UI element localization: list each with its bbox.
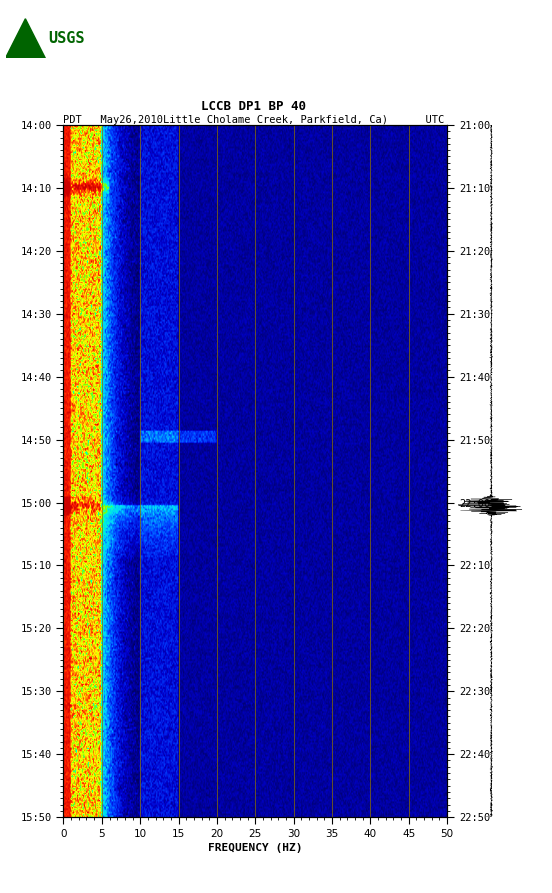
Text: LCCB DP1 BP 40: LCCB DP1 BP 40: [201, 99, 306, 113]
Polygon shape: [6, 19, 45, 58]
Text: PDT   May26,2010Little Cholame Creek, Parkfield, Ca)      UTC: PDT May26,2010Little Cholame Creek, Park…: [63, 115, 444, 125]
X-axis label: FREQUENCY (HZ): FREQUENCY (HZ): [208, 843, 302, 853]
Text: USGS: USGS: [49, 31, 85, 46]
